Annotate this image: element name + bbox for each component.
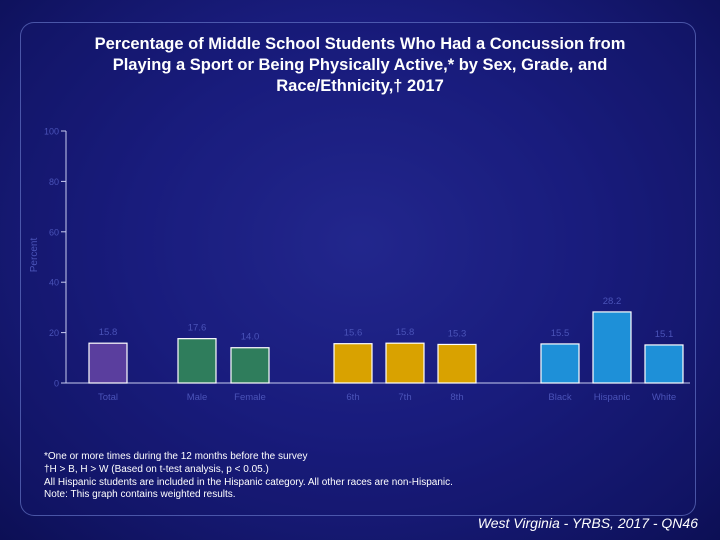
- bar-total: [88, 342, 128, 384]
- x-tick-label: Black: [548, 392, 571, 403]
- x-tick-label: 8th: [450, 392, 463, 403]
- bar-black: [540, 343, 580, 384]
- y-tick-label: 100: [44, 127, 59, 137]
- data-label: 17.6: [188, 323, 207, 334]
- x-tick-label: Male: [187, 392, 208, 403]
- bar-6th: [333, 343, 373, 384]
- data-label: 15.6: [344, 328, 363, 339]
- bar-male: [177, 338, 217, 384]
- y-tick-label: 60: [49, 227, 59, 237]
- footnote-4: Note: This graph contains weighted resul…: [44, 489, 236, 501]
- x-tick-label: 6th: [346, 392, 359, 403]
- slide-frame: [20, 22, 696, 516]
- x-tick-label: Total: [98, 392, 118, 403]
- data-label: 15.3: [448, 328, 467, 339]
- data-label: 15.1: [655, 329, 674, 340]
- chart-title-line-1: Percentage of Middle School Students Who…: [94, 35, 626, 53]
- bar-7th: [385, 342, 425, 384]
- data-label: 14.0: [241, 332, 260, 343]
- y-tick-label: 40: [49, 278, 59, 288]
- x-tick-label: Female: [234, 392, 266, 403]
- data-label: 28.2: [603, 296, 622, 307]
- bar-8th: [437, 343, 477, 384]
- x-tick-label: Hispanic: [594, 392, 631, 403]
- bar-white: [644, 344, 684, 384]
- y-tick-label: 80: [49, 177, 59, 187]
- bar-female: [230, 347, 270, 384]
- chart-title-line-2: Playing a Sport or Being Physically Acti…: [112, 56, 608, 74]
- bar-hispanic: [592, 311, 632, 384]
- y-tick-label: 20: [49, 328, 59, 338]
- x-tick-label: 7th: [398, 392, 411, 403]
- y-axis-title: Percent: [29, 238, 40, 273]
- x-tick-label: White: [652, 392, 676, 403]
- chart-title: Percentage of Middle School Students Who…: [60, 34, 660, 97]
- data-label: 15.8: [99, 327, 118, 338]
- footnote-2: †H > B, H > W (Based on t-test analysis,…: [44, 463, 269, 475]
- source-label: West Virginia - YRBS, 2017 - QN46: [477, 515, 698, 531]
- data-label: 15.5: [551, 328, 570, 339]
- chart-title-line-3: Race/Ethnicity,† 2017: [276, 77, 444, 95]
- footnotes: *One or more times during the 12 months …: [44, 451, 453, 502]
- footnote-3: All Hispanic students are included in th…: [44, 476, 453, 488]
- y-tick-label: 0: [54, 379, 59, 389]
- footnote-1: *One or more times during the 12 months …: [44, 451, 308, 462]
- data-label: 15.8: [396, 327, 415, 338]
